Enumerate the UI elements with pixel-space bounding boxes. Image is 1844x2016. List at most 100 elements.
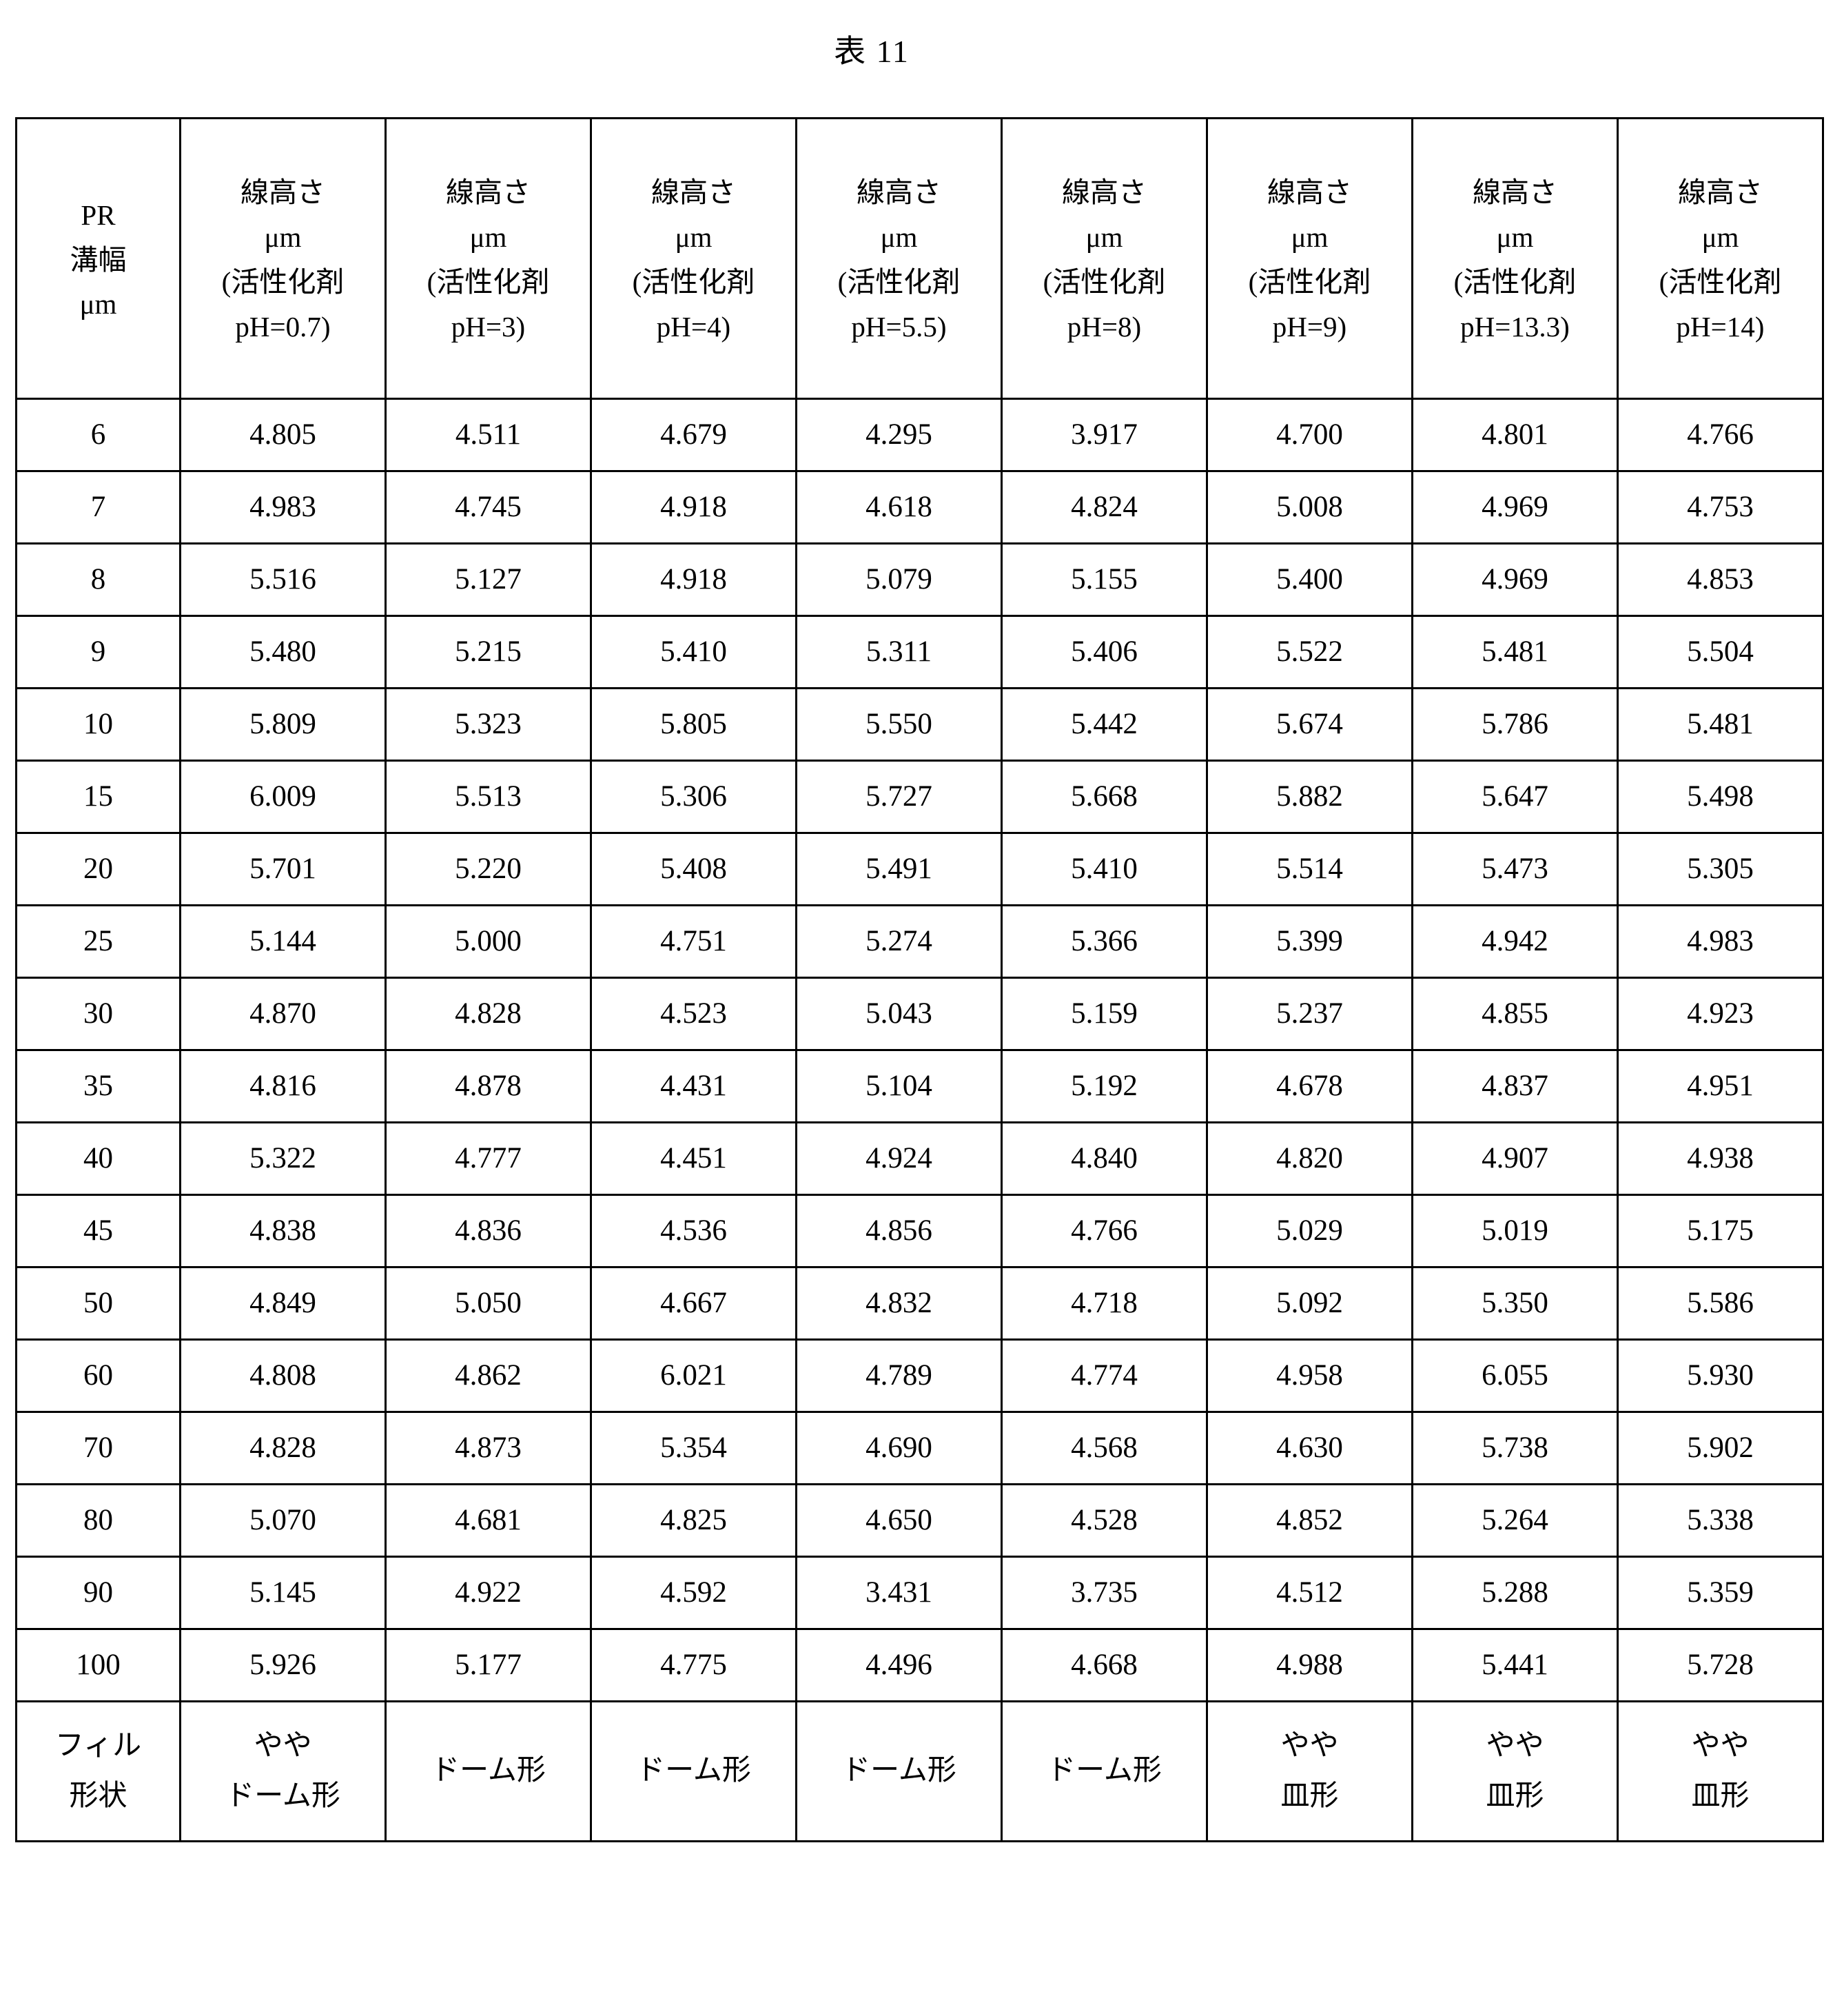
table-body: 6 4.805 4.511 4.679 4.295 3.917 4.700 4.… — [15, 398, 1824, 1842]
cell-value: 4.873 — [385, 1411, 592, 1485]
cell-value: 5.354 — [590, 1411, 797, 1485]
table-header: PR 溝幅 μm 線高さ μm (活性化剤 pH=0.7) 線高さ μm (活性… — [15, 117, 1824, 400]
cell-value: 3.917 — [1001, 398, 1208, 472]
cell-value: 4.496 — [795, 1628, 1003, 1702]
cell-value: 5.177 — [385, 1628, 592, 1702]
table-row: 45 4.838 4.836 4.536 4.856 4.766 5.029 5… — [15, 1194, 1824, 1268]
cell-value: 4.840 — [1001, 1121, 1208, 1196]
table-row: 10 5.809 5.323 5.805 5.550 5.442 5.674 5… — [15, 687, 1824, 762]
cell-value: 5.550 — [795, 687, 1003, 762]
cell-value: 5.513 — [385, 760, 592, 834]
fill-shape-value: やや 皿形 — [1206, 1700, 1413, 1842]
cell-value: 4.808 — [179, 1338, 387, 1413]
cell-value: 4.528 — [1001, 1483, 1208, 1558]
row-label: 80 — [15, 1483, 181, 1558]
cell-value: 5.738 — [1411, 1411, 1619, 1485]
fill-shape-value: やや ドーム形 — [179, 1700, 387, 1842]
cell-value: 4.849 — [179, 1266, 387, 1341]
cell-value: 5.274 — [795, 904, 1003, 979]
cell-value: 4.690 — [795, 1411, 1003, 1485]
cell-value: 5.338 — [1617, 1483, 1824, 1558]
cell-value: 4.751 — [590, 904, 797, 979]
cell-value: 4.679 — [590, 398, 797, 472]
cell-value: 4.942 — [1411, 904, 1619, 979]
cell-value: 4.745 — [385, 470, 592, 544]
cell-value: 5.092 — [1206, 1266, 1413, 1341]
cell-value: 5.359 — [1617, 1556, 1824, 1630]
cell-value: 5.127 — [385, 542, 592, 617]
cell-value: 5.237 — [1206, 977, 1413, 1051]
row-label: 15 — [15, 760, 181, 834]
cell-value: 4.825 — [590, 1483, 797, 1558]
cell-value: 4.678 — [1206, 1049, 1413, 1123]
cell-value: 4.718 — [1001, 1266, 1208, 1341]
cell-value: 4.295 — [795, 398, 1003, 472]
row-label: 50 — [15, 1266, 181, 1341]
cell-value: 4.512 — [1206, 1556, 1413, 1630]
row-label: 9 — [15, 615, 181, 689]
cell-value: 4.766 — [1001, 1194, 1208, 1268]
cell-value: 4.536 — [590, 1194, 797, 1268]
cell-value: 4.922 — [385, 1556, 592, 1630]
fill-shape-value: ドーム形 — [1001, 1700, 1208, 1842]
cell-value: 5.809 — [179, 687, 387, 762]
cell-value: 5.514 — [1206, 832, 1413, 906]
cell-value: 5.399 — [1206, 904, 1413, 979]
cell-value: 6.009 — [179, 760, 387, 834]
cell-value: 5.516 — [179, 542, 387, 617]
cell-value: 4.918 — [590, 542, 797, 617]
fill-shape-row: フィル 形状 やや ドーム形 ドーム形 ドーム形 ドーム形 ドーム形 やや 皿形… — [15, 1700, 1824, 1842]
cell-value: 5.481 — [1617, 687, 1824, 762]
cell-value: 5.145 — [179, 1556, 387, 1630]
cell-value: 6.021 — [590, 1338, 797, 1413]
cell-value: 4.789 — [795, 1338, 1003, 1413]
cell-value: 5.050 — [385, 1266, 592, 1341]
cell-value: 4.983 — [1617, 904, 1824, 979]
cell-value: 5.144 — [179, 904, 387, 979]
column-header-ph-0-7: 線高さ μm (活性化剤 pH=0.7) — [179, 117, 387, 400]
row-label: 60 — [15, 1338, 181, 1413]
table-title: 表 11 — [834, 34, 910, 69]
column-header-pr-width: PR 溝幅 μm — [15, 117, 181, 400]
cell-value: 5.410 — [1001, 832, 1208, 906]
cell-value: 5.192 — [1001, 1049, 1208, 1123]
cell-value: 4.805 — [179, 398, 387, 472]
cell-value: 5.410 — [590, 615, 797, 689]
column-header-ph-13-3: 線高さ μm (活性化剤 pH=13.3) — [1411, 117, 1619, 400]
row-label: 25 — [15, 904, 181, 979]
cell-value: 5.029 — [1206, 1194, 1413, 1268]
cell-value: 4.774 — [1001, 1338, 1208, 1413]
cell-value: 4.668 — [1001, 1628, 1208, 1702]
cell-value: 4.852 — [1206, 1483, 1413, 1558]
cell-value: 4.918 — [590, 470, 797, 544]
cell-value: 4.862 — [385, 1338, 592, 1413]
cell-value: 4.856 — [795, 1194, 1003, 1268]
cell-value: 5.079 — [795, 542, 1003, 617]
row-label: 6 — [15, 398, 181, 472]
fill-shape-value: ドーム形 — [385, 1700, 592, 1842]
cell-value: 4.766 — [1617, 398, 1824, 472]
cell-value: 5.019 — [1411, 1194, 1619, 1268]
cell-value: 5.220 — [385, 832, 592, 906]
column-header-ph-4: 線高さ μm (活性化剤 pH=4) — [590, 117, 797, 400]
cell-value: 4.938 — [1617, 1121, 1824, 1196]
row-label: 100 — [15, 1628, 181, 1702]
cell-value: 4.828 — [179, 1411, 387, 1485]
fill-shape-value: ドーム形 — [795, 1700, 1003, 1842]
fill-shape-value: やや 皿形 — [1617, 1700, 1824, 1842]
cell-value: 4.988 — [1206, 1628, 1413, 1702]
cell-value: 5.504 — [1617, 615, 1824, 689]
cell-value: 5.305 — [1617, 832, 1824, 906]
cell-value: 5.701 — [179, 832, 387, 906]
cell-value: 5.442 — [1001, 687, 1208, 762]
cell-value: 5.786 — [1411, 687, 1619, 762]
row-label: 90 — [15, 1556, 181, 1630]
table-row: 9 5.480 5.215 5.410 5.311 5.406 5.522 5.… — [15, 615, 1824, 689]
cell-value: 5.480 — [179, 615, 387, 689]
cell-value: 4.451 — [590, 1121, 797, 1196]
table-row: 25 5.144 5.000 4.751 5.274 5.366 5.399 4… — [15, 904, 1824, 979]
fill-shape-value: ドーム形 — [590, 1700, 797, 1842]
cell-value: 4.523 — [590, 977, 797, 1051]
row-label: 8 — [15, 542, 181, 617]
